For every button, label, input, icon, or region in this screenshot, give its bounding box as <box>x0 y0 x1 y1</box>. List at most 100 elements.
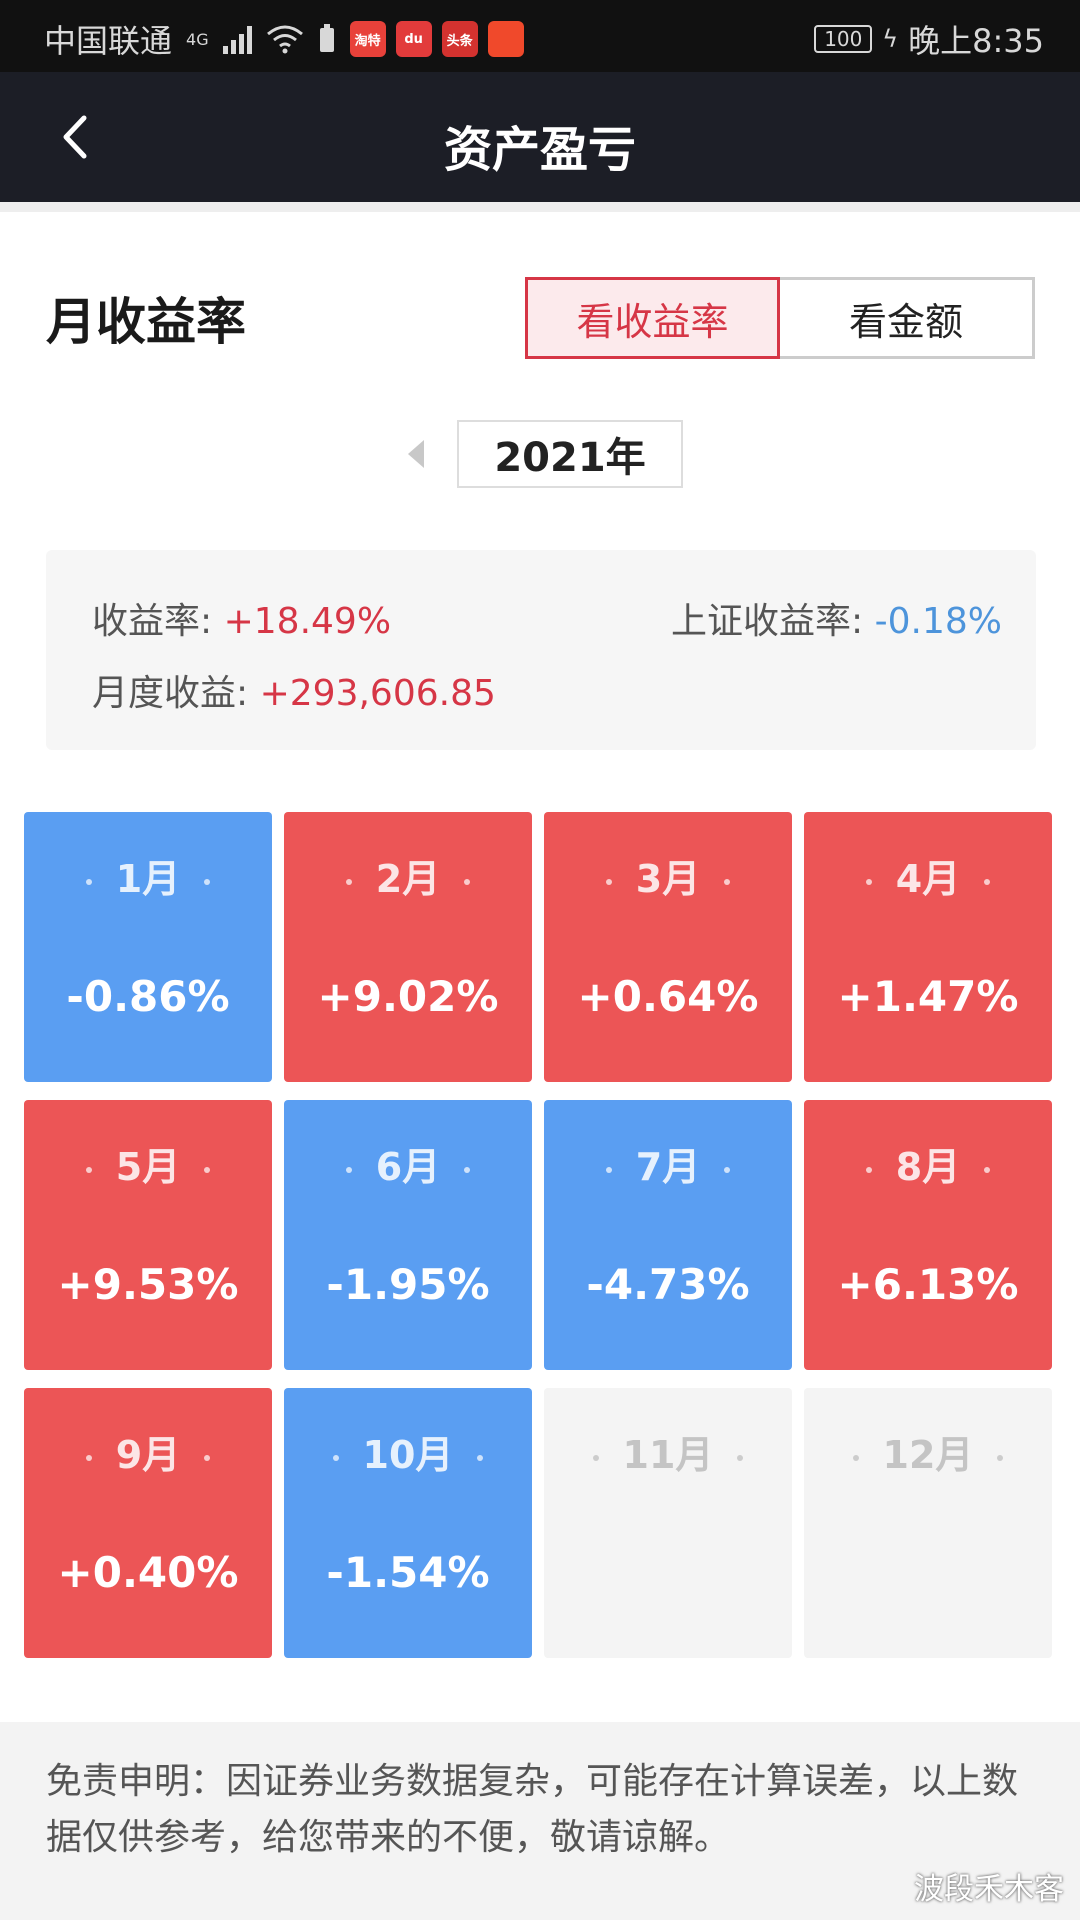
dot-icon <box>737 1454 744 1461</box>
month-grid: 1月 -0.86% 2月 +9.02% 3月 +0.64% 4月 +1.47% 5月 +9.53%… <box>24 812 1052 1658</box>
index-rate-label: 上证收益率: <box>671 601 864 642</box>
year-selector[interactable]: 2021年 <box>457 420 683 488</box>
monthly-income-label: 月度收益: <box>92 673 249 714</box>
month-label-row: 11月 <box>544 1424 792 1479</box>
month-tile[interactable]: 10月 -1.54% <box>284 1388 532 1658</box>
summary-card: 收益率: +18.49% 上证收益率: -0.18% 月度收益: +293,60… <box>46 550 1036 750</box>
dot-icon <box>345 878 352 885</box>
month-label: 12月 <box>882 1433 974 1477</box>
signal-icon <box>222 24 252 54</box>
month-tile[interactable]: 6月 -1.95% <box>284 1100 532 1370</box>
month-label-row: 4月 <box>804 848 1052 903</box>
header-divider <box>0 202 1080 212</box>
month-tile[interactable]: 2月 +9.02% <box>284 812 532 1082</box>
news-app-icon <box>487 21 524 57</box>
battery-saver-icon <box>319 24 334 52</box>
month-return-value: +0.40% <box>57 1548 239 1597</box>
dot-icon <box>997 1454 1004 1461</box>
month-return-value: +9.53% <box>57 1260 239 1309</box>
month-return-value: +6.13% <box>837 1260 1019 1309</box>
network-type: 4G <box>186 29 209 49</box>
dot-icon <box>464 878 471 885</box>
month-tile[interactable]: 7月 -4.73% <box>544 1100 792 1370</box>
dot-icon <box>85 878 92 885</box>
clock: 晚上8:35 <box>908 22 1044 60</box>
dot-icon <box>852 1454 859 1461</box>
month-return-value: -1.54% <box>326 1548 490 1597</box>
month-return-value: +0.64% <box>577 972 759 1021</box>
view-toggle: 看收益率 看金额 <box>525 277 1035 359</box>
month-label-row: 6月 <box>284 1136 532 1191</box>
dot-icon <box>605 878 612 885</box>
view-amount-button[interactable]: 看金额 <box>780 277 1035 359</box>
dot-icon <box>724 1166 731 1173</box>
dot-icon <box>204 1166 211 1173</box>
wifi-icon <box>266 25 303 54</box>
month-label-row: 1月 <box>24 848 272 903</box>
month-tile[interactable]: 3月 +0.64% <box>544 812 792 1082</box>
month-tile[interactable]: 9月 +0.40% <box>24 1388 272 1658</box>
return-rate-row: 收益率: +18.49% <box>92 592 391 644</box>
nav-header: 资产盈亏 <box>0 72 1080 202</box>
dot-icon <box>332 1454 339 1461</box>
month-label: 2月 <box>375 857 441 901</box>
month-tile[interactable]: 11月 <box>544 1388 792 1658</box>
month-label: 4月 <box>895 857 961 901</box>
month-tile[interactable]: 4月 +1.47% <box>804 812 1052 1082</box>
month-label-row: 8月 <box>804 1136 1052 1191</box>
month-label: 11月 <box>622 1433 714 1477</box>
dot-icon <box>85 1454 92 1461</box>
monthly-income-row: 月度收益: +293,606.85 <box>92 664 496 716</box>
watermark: 波段禾木客 <box>914 1872 1064 1907</box>
page-title: 资产盈亏 <box>443 122 636 178</box>
dot-icon <box>865 878 872 885</box>
disclaimer-text: 免责申明：因证券业务数据复杂，可能存在计算误差，以上数据仅供参考，给您带来的不便… <box>46 1761 1019 1858</box>
month-label-row: 12月 <box>804 1424 1052 1479</box>
month-label-row: 5月 <box>24 1136 272 1191</box>
month-label: 6月 <box>375 1145 441 1189</box>
dot-icon <box>724 878 731 885</box>
taobao-special-icon: 淘特 <box>349 21 386 57</box>
month-tile[interactable]: 5月 +9.53% <box>24 1100 272 1370</box>
back-arrow-icon[interactable] <box>52 112 102 162</box>
dot-icon <box>204 878 211 885</box>
view-rate-button[interactable]: 看收益率 <box>525 277 780 359</box>
disclaimer-panel: 免责申明：因证券业务数据复杂，可能存在计算误差，以上数据仅供参考，给您带来的不便… <box>0 1722 1080 1920</box>
month-label-row: 3月 <box>544 848 792 903</box>
charging-icon: ϟ <box>882 25 899 53</box>
month-label-row: 9月 <box>24 1424 272 1479</box>
month-tile[interactable]: 12月 <box>804 1388 1052 1658</box>
baidu-map-icon: du <box>395 21 432 57</box>
return-rate-label: 收益率: <box>92 601 213 642</box>
dot-icon <box>984 878 991 885</box>
toutiao-icon: 头条 <box>441 21 478 57</box>
section-title: 月收益率 <box>46 293 246 351</box>
dot-icon <box>477 1454 484 1461</box>
month-label-row: 10月 <box>284 1424 532 1479</box>
month-label: 1月 <box>115 857 181 901</box>
dot-icon <box>984 1166 991 1173</box>
index-rate-row: 上证收益率: -0.18% <box>671 592 1002 644</box>
index-rate-value: -0.18% <box>874 601 1002 642</box>
return-rate-value: +18.49% <box>223 601 392 642</box>
month-label: 7月 <box>635 1145 701 1189</box>
battery-indicator: 100 <box>814 25 873 53</box>
month-tile[interactable]: 8月 +6.13% <box>804 1100 1052 1370</box>
previous-year-icon[interactable] <box>408 440 424 468</box>
month-label: 3月 <box>635 857 701 901</box>
month-label: 9月 <box>115 1433 181 1477</box>
dot-icon <box>204 1454 211 1461</box>
dot-icon <box>865 1166 872 1173</box>
month-return-value: -1.95% <box>326 1260 490 1309</box>
dot-icon <box>605 1166 612 1173</box>
month-label: 10月 <box>362 1433 454 1477</box>
dot-icon <box>345 1166 352 1173</box>
dot-icon <box>85 1166 92 1173</box>
month-label: 8月 <box>895 1145 961 1189</box>
carrier-name: 中国联通 <box>44 22 173 60</box>
monthly-income-value: +293,606.85 <box>259 673 496 714</box>
month-return-value: +1.47% <box>837 972 1019 1021</box>
month-tile[interactable]: 1月 -0.86% <box>24 812 272 1082</box>
month-label-row: 2月 <box>284 848 532 903</box>
dot-icon <box>464 1166 471 1173</box>
